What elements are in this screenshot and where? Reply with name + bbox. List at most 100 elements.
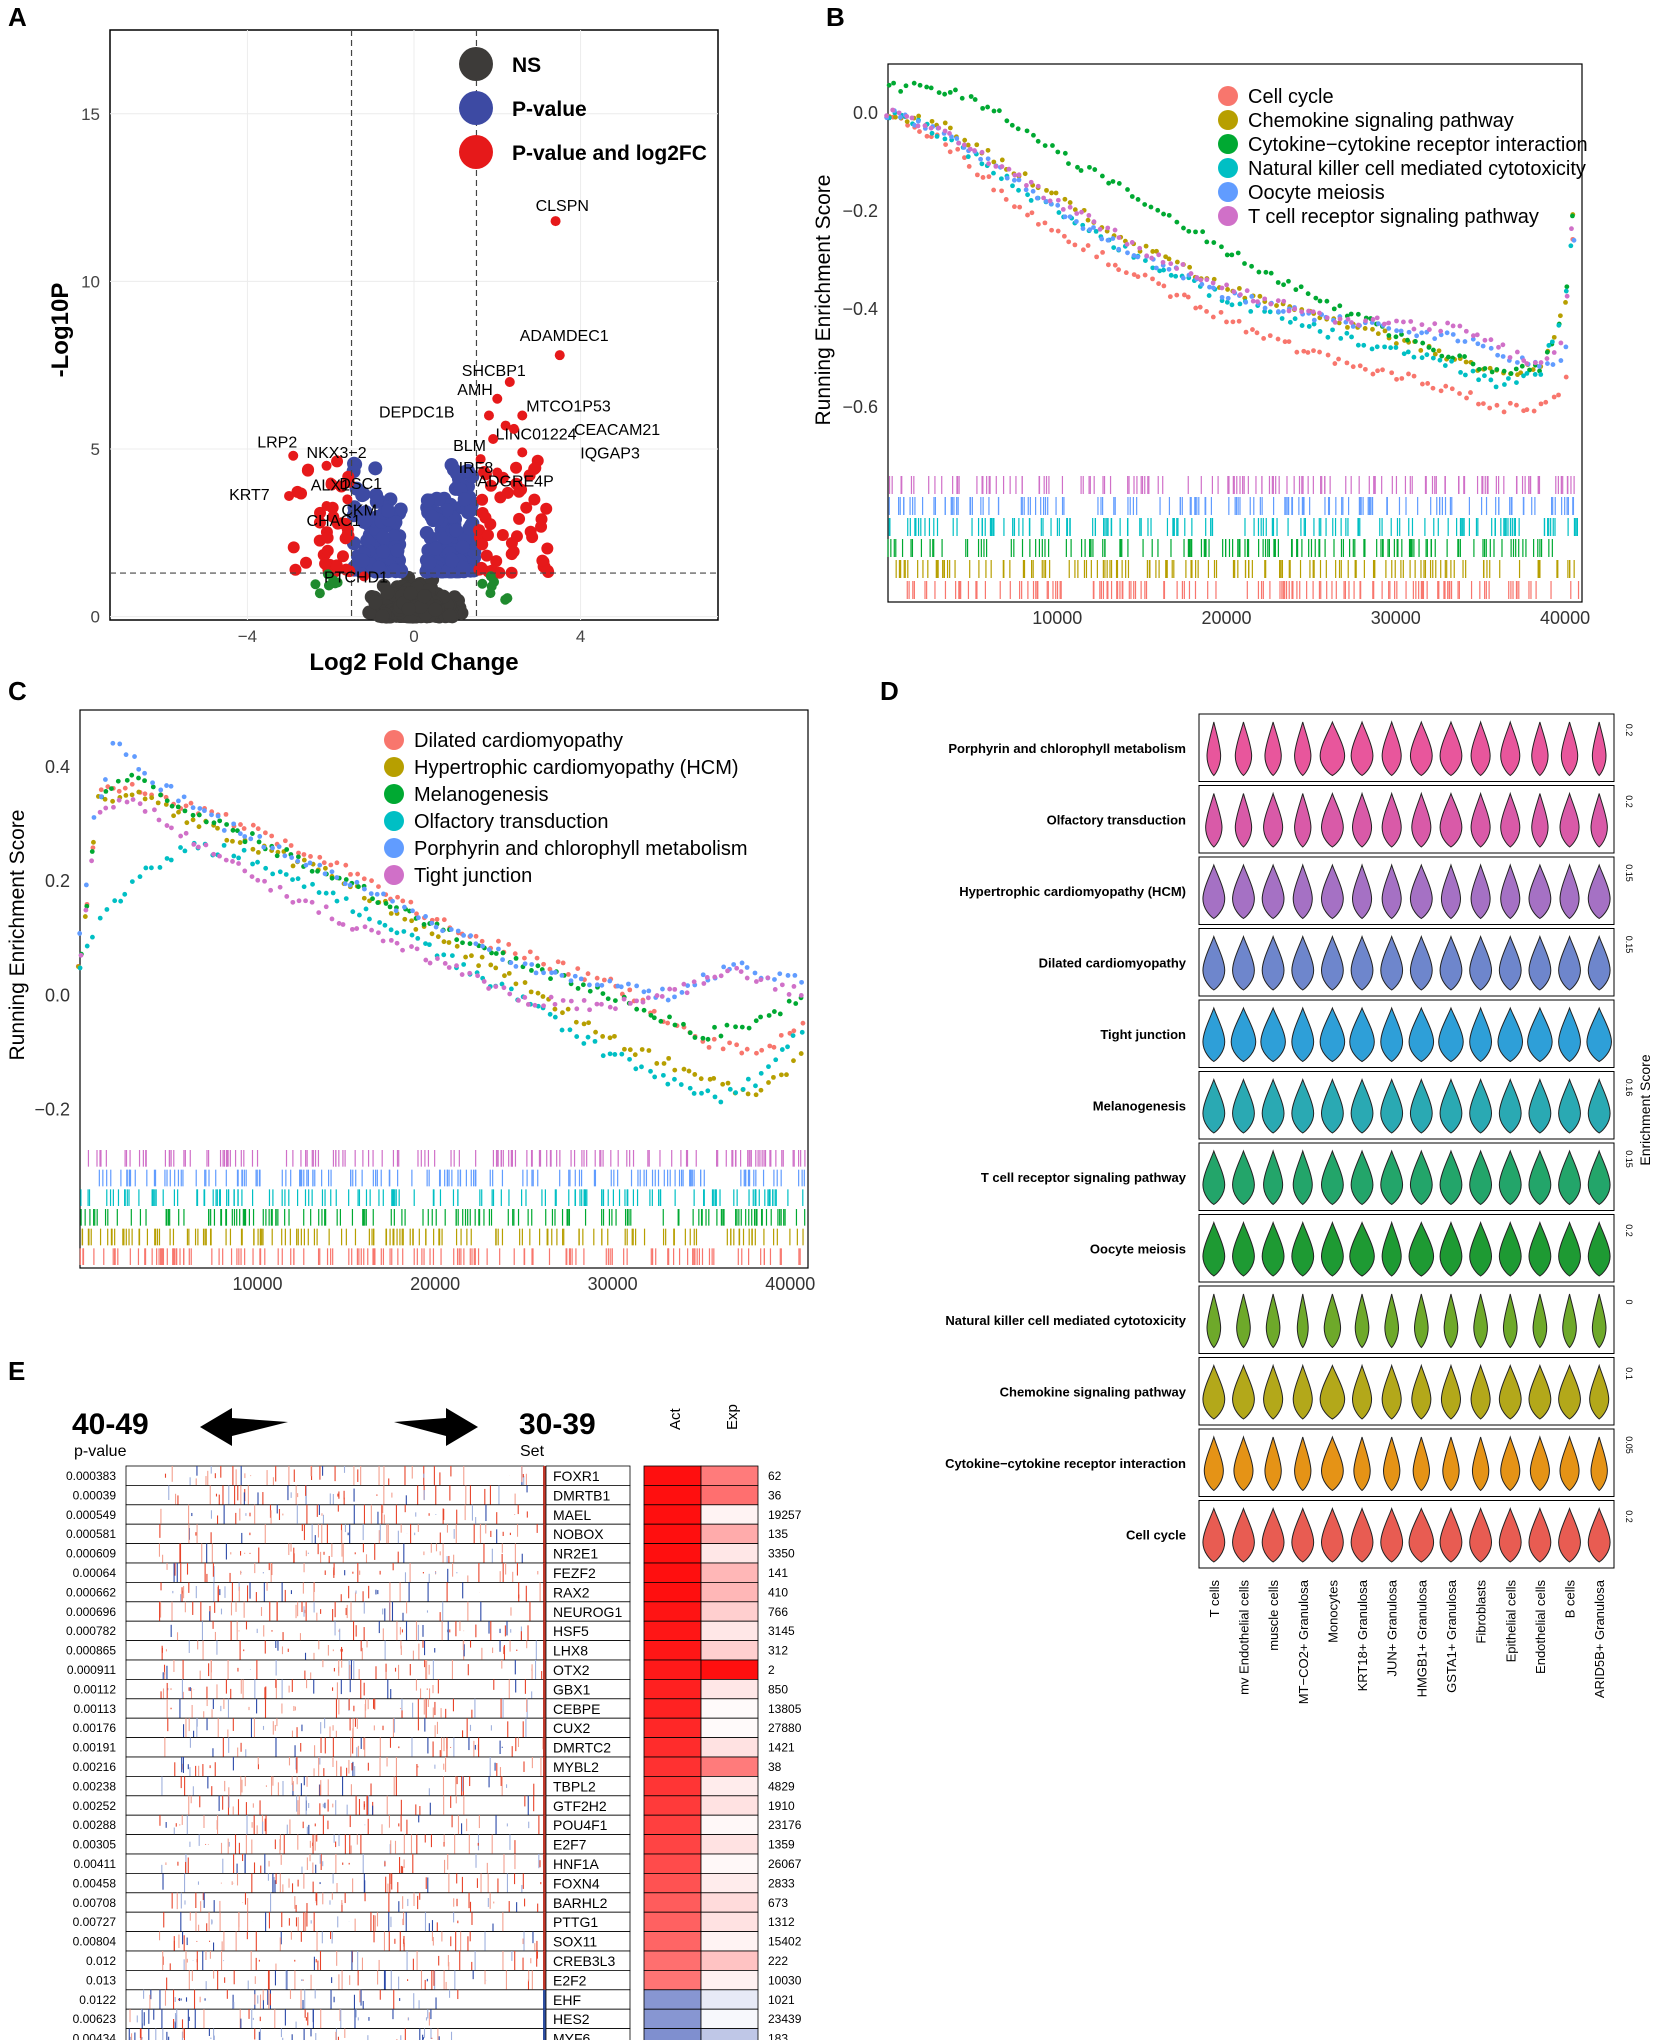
panel-letter-b: B [826, 2, 845, 32]
series-point [985, 147, 991, 153]
series-point [343, 877, 349, 882]
series-point [1332, 320, 1338, 325]
series-point [148, 865, 154, 871]
series-point [1262, 305, 1268, 311]
series-point [601, 977, 607, 983]
series-point [1188, 271, 1194, 276]
volcano-marks [110, 30, 718, 620]
series-point [190, 812, 196, 818]
series-point [575, 986, 581, 991]
act-heat-cell [643, 1543, 702, 1564]
series-point [255, 859, 260, 865]
series-point [1375, 321, 1381, 327]
series-point [203, 819, 209, 825]
series-point [972, 97, 978, 102]
series-point [158, 792, 163, 798]
series-point [1016, 172, 1022, 178]
series-point [660, 986, 665, 992]
series-point [1154, 248, 1159, 254]
series-point [1105, 237, 1111, 243]
series-point [896, 110, 902, 116]
series-point [559, 1027, 565, 1033]
series-point [627, 1047, 633, 1053]
series-point [1062, 196, 1068, 202]
series-point [429, 931, 435, 937]
series-point [1380, 367, 1385, 373]
series-point [718, 1099, 724, 1105]
series-point [791, 984, 797, 989]
series-point [242, 868, 248, 874]
series-point [168, 857, 174, 863]
series-point [231, 821, 237, 827]
series-point [1444, 330, 1450, 336]
series-point [1386, 333, 1392, 338]
violin-row-frame [1198, 1142, 1615, 1211]
barcode-end-mark [543, 1621, 546, 1641]
pvalue-point [368, 461, 383, 476]
series-point [792, 973, 798, 978]
series-point [791, 1028, 797, 1034]
series-point [929, 130, 935, 136]
series-point [711, 1036, 717, 1042]
series-point [1292, 316, 1298, 322]
series-point [1029, 210, 1035, 216]
pvalue-point [390, 543, 405, 558]
series-point [1349, 334, 1354, 340]
series-point [1286, 308, 1292, 314]
series-point [307, 860, 313, 866]
gene-label: ADGRE4P [477, 474, 553, 491]
series-point [1357, 363, 1363, 369]
series-point [1129, 194, 1135, 199]
series-point [130, 797, 136, 802]
labeled-gene-point [504, 376, 515, 387]
legend-swatch-2 [459, 135, 493, 169]
series-point [183, 830, 189, 836]
series-point [744, 965, 750, 970]
series-point [1116, 267, 1122, 273]
series-point [1085, 243, 1091, 248]
series-point [1097, 226, 1103, 232]
series-point [772, 986, 778, 992]
series-point [409, 932, 415, 938]
series-point [766, 1080, 771, 1085]
series-point [354, 879, 360, 885]
series-point [1543, 399, 1549, 405]
pvalue-log2fc-point [335, 480, 348, 493]
series-point [309, 899, 315, 905]
series-point [1299, 323, 1305, 328]
series-point [409, 918, 415, 924]
series-point [1348, 311, 1354, 317]
series-point [1150, 249, 1156, 254]
series-point [1344, 330, 1350, 336]
series-point [1072, 242, 1078, 248]
series-point [917, 129, 922, 134]
series-point [84, 943, 90, 949]
series-point [1235, 250, 1241, 256]
series-point [581, 1041, 587, 1046]
pathway-label: Dilated cardiomyopathy [1039, 955, 1187, 970]
gene-set-name: MAEL [553, 1507, 591, 1523]
series-point [1480, 401, 1486, 406]
series-point [440, 928, 445, 934]
series-point [169, 803, 175, 809]
series-point [1432, 336, 1438, 342]
series-point [1476, 401, 1481, 407]
series-point [972, 148, 977, 153]
series-point [176, 798, 181, 804]
series-point [288, 843, 294, 848]
series-point [959, 95, 965, 101]
pvalue-cell: 0.000581 [66, 1527, 116, 1541]
series-point [1099, 236, 1105, 242]
series-point [1437, 357, 1443, 363]
series-point [390, 898, 395, 904]
act-heat-cell [643, 1523, 702, 1544]
legend-label: Melanogenesis [414, 784, 549, 806]
legend-label: Porphyrin and chlorophyll metabolism [414, 838, 748, 860]
pvalue-cell: 0.000865 [66, 1644, 116, 1658]
series-point [1086, 213, 1092, 218]
series-point [1125, 187, 1130, 192]
series-point [599, 1001, 604, 1007]
series-point [778, 1032, 784, 1038]
series-point [1129, 239, 1135, 245]
labeled-gene-point [492, 467, 503, 478]
